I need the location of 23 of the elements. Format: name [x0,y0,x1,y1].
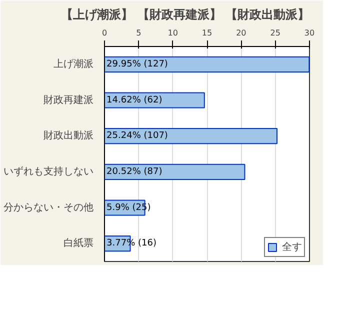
data-label: 25.24% (107) [106,131,168,142]
bar [104,128,278,144]
bar [104,56,310,72]
x-tick-label: 5 [136,28,142,38]
x-tick-label: 30 [304,28,315,38]
x-tick-label: 0 [102,28,108,38]
x-tick-label: 15 [202,28,212,38]
chart-title: 【上げ潮派】 【財政再建派】 【財政出動派】 [61,8,310,22]
x-tick-label: 20 [236,28,246,38]
y-tick-label: 白紙票 [64,237,94,250]
legend-label: 全す [282,241,302,254]
y-tick-label: 財政再建派 [44,94,94,106]
x-tick-label: 25 [270,28,280,38]
y-tick-label: 財政出動派 [44,130,94,142]
bar [104,92,205,108]
data-label: 14.62% (62) [106,95,162,106]
x-tick-label: 10 [168,28,178,38]
y-tick-label: 上げ潮派 [54,58,94,70]
data-label: 20.52% (87) [106,166,162,177]
y-tick-label: 分からない・その他 [4,201,94,214]
y-tick-label: いずれも支持しない [4,165,94,178]
bar [104,164,246,180]
data-label: 29.95% (127) [106,59,168,70]
